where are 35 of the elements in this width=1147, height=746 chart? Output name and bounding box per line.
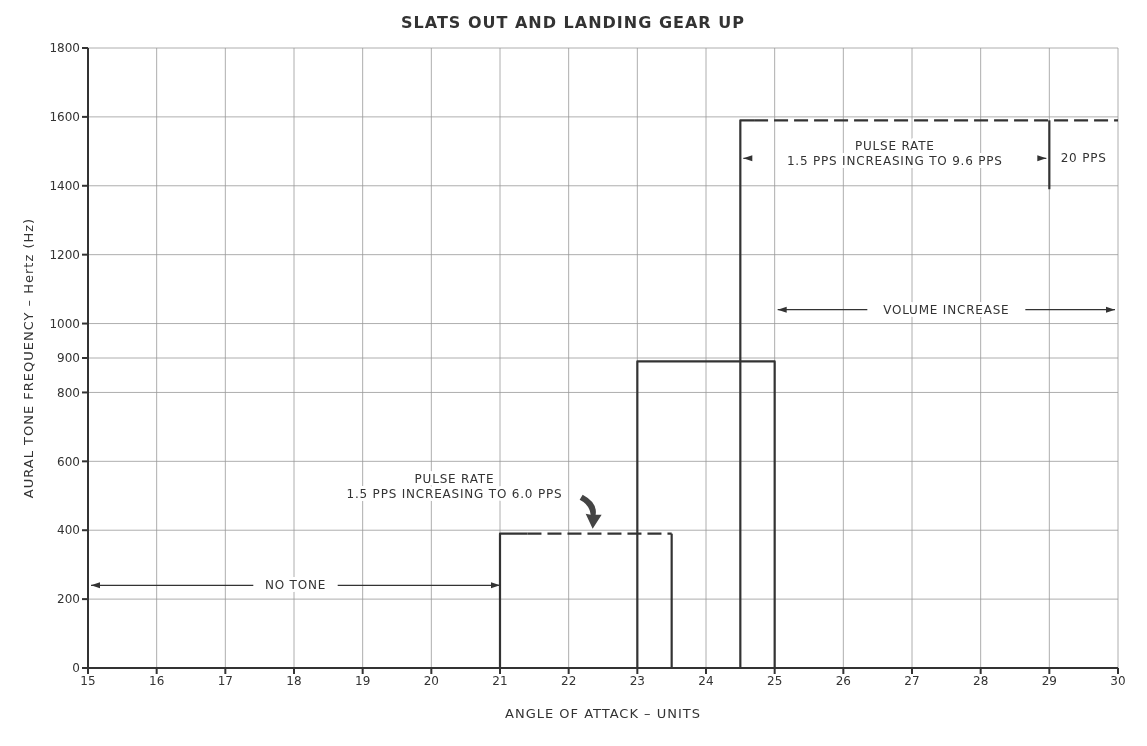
x-tick-label: 26 — [835, 673, 851, 688]
x-tick-label: 21 — [492, 673, 508, 688]
x-tick-label: 27 — [904, 673, 920, 688]
x-tick-label: 25 — [767, 673, 783, 688]
y-tick-label: 1000 — [49, 316, 80, 331]
y-tick-label: 1800 — [49, 41, 80, 56]
y-tick-label: 1200 — [49, 247, 80, 262]
x-tick-label: 29 — [1041, 673, 1057, 688]
x-tick-label: 28 — [973, 673, 989, 688]
y-tick-label: 1400 — [49, 179, 80, 194]
y-tick-label: 200 — [57, 592, 80, 607]
chart-title: SLATS OUT AND LANDING GEAR UP — [400, 12, 746, 34]
x-tick-label: 22 — [561, 673, 577, 688]
x-tick-label: 23 — [629, 673, 645, 688]
annotation: PULSE RATE 1.5 PPS INCREASING TO 9.6 PPS — [786, 139, 1003, 169]
x-tick-label: 19 — [355, 673, 371, 688]
y-tick-label: 1600 — [49, 110, 80, 125]
y-tick-label: 600 — [57, 454, 80, 469]
y-tick-label: 400 — [57, 523, 80, 538]
x-tick-label: 16 — [149, 673, 165, 688]
x-tick-label: 24 — [698, 673, 714, 688]
x-tick-label: 17 — [217, 673, 233, 688]
x-axis-title: ANGLE OF ATTACK – UNITS — [505, 706, 701, 721]
annotation: PULSE RATE 1.5 PPS INCREASING TO 6.0 PPS — [346, 471, 563, 501]
x-tick-label: 15 — [80, 673, 96, 688]
y-tick-label: 800 — [57, 385, 80, 400]
y-tick-label: 900 — [57, 351, 80, 366]
y-axis-title: AURAL TONE FREQUENCY – Hertz (Hz) — [20, 217, 36, 499]
annotation: 20 PPS — [1060, 151, 1107, 166]
x-tick-label: 18 — [286, 673, 302, 688]
y-tick-label: 0 — [72, 661, 80, 676]
x-tick-label: 20 — [423, 673, 439, 688]
annotation: NO TONE — [264, 578, 327, 593]
x-tick-label: 30 — [1110, 673, 1126, 688]
annotation: VOLUME INCREASE — [883, 302, 1010, 317]
